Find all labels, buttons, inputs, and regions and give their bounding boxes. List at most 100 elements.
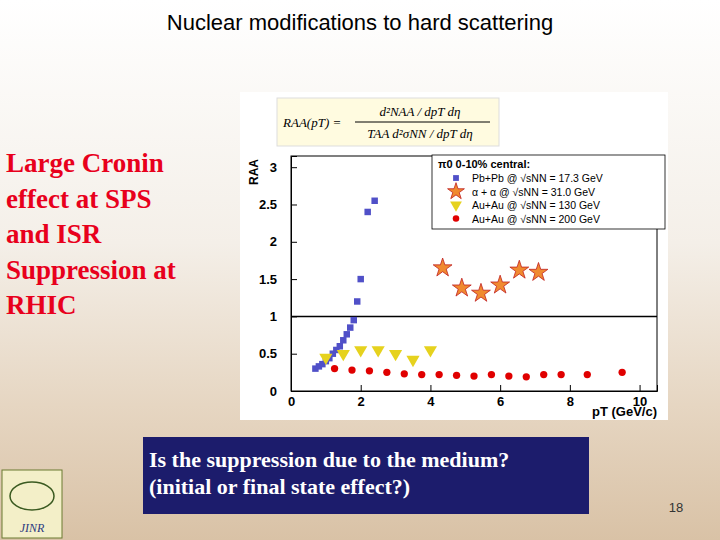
y-axis-line <box>292 157 298 392</box>
data-point <box>354 346 367 357</box>
y-tick-mark <box>291 242 297 243</box>
data-point <box>424 346 437 357</box>
question-box <box>143 437 589 514</box>
side-text: and ISR <box>6 219 102 249</box>
data-point <box>331 365 338 372</box>
fraction-bar <box>355 122 490 123</box>
formula-box <box>277 98 499 146</box>
side-text: effect at SPS <box>6 184 151 214</box>
formula: RAA(pT) = d²NAA / dpT dη TAA d²σNN / dpT d… <box>277 98 499 146</box>
data-point <box>347 324 353 330</box>
data-point <box>344 331 350 337</box>
data-point <box>540 371 547 378</box>
y-tick-mark <box>291 354 297 355</box>
x-tick-label: 4 <box>427 394 435 409</box>
logo: JINR <box>2 470 62 538</box>
data-point <box>488 371 495 378</box>
data-point <box>510 260 529 278</box>
data-point <box>371 198 377 204</box>
y-tick: 3 <box>270 160 297 175</box>
legend-entry: α + α @ √sNN = 31.0 GeV <box>472 186 595 198</box>
data-point <box>491 275 510 293</box>
legend-entry: Au+Au @ √sNN = 200 GeV <box>472 213 600 225</box>
x-tick-label: 2 <box>358 394 365 409</box>
data-point <box>453 372 460 379</box>
data-point <box>584 371 591 378</box>
data-point <box>366 367 373 374</box>
data-point <box>618 369 625 376</box>
y-tick-label: 1.5 <box>259 272 277 287</box>
x-tick-label: 0 <box>288 394 295 409</box>
formula-left: RAA(pT) = <box>282 115 341 130</box>
data-point <box>389 350 402 361</box>
data-point <box>337 343 343 349</box>
data-point <box>472 283 491 301</box>
series <box>319 346 437 367</box>
y-tick: 0 <box>270 384 297 399</box>
data-point <box>319 354 332 365</box>
x-axis-title: pT (GeV/c) <box>592 404 657 419</box>
x-tick-mark <box>361 385 362 391</box>
x-tick-mark <box>640 385 641 391</box>
y-tick-mark <box>291 167 297 168</box>
logo-emblem <box>10 482 54 510</box>
data-point <box>433 258 452 276</box>
data-point <box>557 371 564 378</box>
x-tick-mark <box>570 385 571 391</box>
y-tick-label: 0.5 <box>259 346 277 361</box>
series <box>312 198 378 372</box>
x-axis-line <box>292 385 658 392</box>
data-point <box>372 346 385 357</box>
y-tick-label: 0 <box>270 384 277 399</box>
y-tick: 2.5 <box>259 197 297 212</box>
y-tick-label: 3 <box>270 160 277 175</box>
background <box>0 0 720 540</box>
chart-panel <box>240 92 668 420</box>
side-text: Suppression at <box>6 255 176 285</box>
legend-symbol <box>450 202 462 212</box>
x-tick-label: 8 <box>567 394 574 409</box>
page-number: 18 <box>669 500 683 515</box>
question-text: Is the suppression due to the medium? <box>149 447 509 472</box>
side-text: RHIC <box>6 290 77 320</box>
y-tick: 0.5 <box>259 346 297 361</box>
data-point <box>505 372 512 379</box>
x-tick: 4 <box>427 385 435 409</box>
formula-denominator: TAA d²σNN / dpT dη <box>367 126 473 141</box>
data-point <box>364 209 370 215</box>
y-axis-title: RAA <box>247 159 261 185</box>
data-point <box>383 369 390 376</box>
side-text: Large Cronin <box>6 148 164 178</box>
x-tick: 2 <box>358 385 365 409</box>
data-point <box>340 337 346 343</box>
y-tick-label: 1 <box>270 309 277 324</box>
series <box>433 258 548 301</box>
data-point <box>523 373 530 380</box>
y-tick-label: 2 <box>270 234 277 249</box>
slide: Nuclear modifications to hard scattering… <box>0 0 720 540</box>
data-point <box>470 372 477 379</box>
legend-symbol <box>453 175 459 181</box>
data-point <box>435 371 442 378</box>
data-point <box>357 276 363 282</box>
data-point <box>401 370 408 377</box>
y-tick-mark <box>291 391 297 392</box>
question-text: (initial or final state effect?) <box>149 474 410 499</box>
series <box>331 365 626 381</box>
formula-numerator: d²NAA / dpT dη <box>379 104 460 119</box>
y-tick: 2 <box>270 234 297 249</box>
x-tick: 8 <box>567 385 574 409</box>
y-axis: 0 0.5 1 1.5 2 2.5 3 <box>259 157 297 399</box>
legend-entry: Pb+Pb @ √sNN = 17.3 GeV <box>472 172 603 184</box>
data-point <box>354 298 360 304</box>
logo-box <box>2 470 62 538</box>
y-tick: 1.5 <box>259 272 297 287</box>
legend-entry: Au+Au @ √sNN = 130 GeV <box>472 199 600 211</box>
legend: π0 0-10% central:Pb+Pb @ √sNN = 17.3 GeV… <box>432 155 665 229</box>
data-point <box>337 350 350 361</box>
data-point <box>348 366 355 373</box>
data-point <box>452 278 471 296</box>
data-point <box>351 317 357 323</box>
logo-text: JINR <box>20 521 45 535</box>
y-tick-mark <box>291 204 297 205</box>
